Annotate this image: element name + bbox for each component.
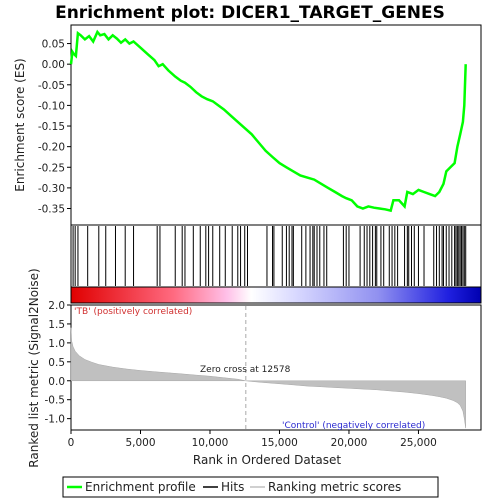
metric-y-tick-label: 1.5 [48, 319, 65, 331]
zero-cross-label: Zero cross at 12578 [200, 365, 291, 375]
x-tick-label: 5,000 [125, 437, 155, 449]
enrichment-profile-line [69, 29, 467, 213]
metric-axis-title: Ranked list metric (Signal2Noise) [27, 268, 41, 467]
x-tick-label: 10,000 [192, 437, 229, 449]
es-y-tick-label: 0.00 [42, 59, 65, 71]
metric-y-tick-label: 0.5 [48, 357, 65, 369]
positive-correlation-label: 'TB' (positively correlated) [74, 307, 192, 317]
metric-y-tick-label: -1.0 [45, 414, 66, 426]
hit-marks [72, 226, 467, 286]
es-axis-ticks: 0.05 0.00 -0.05 -0.10 -0.15 -0.20 -0.25 -0.30 -0… [38, 39, 71, 216]
es-y-tick-label: -0.05 [38, 80, 65, 92]
enrichment-score-panel: 0.05 0.00 -0.05 -0.10 -0.15 -0.20 -0.25 -0.30 -0… [13, 24, 482, 226]
hits-panel-frame [70, 224, 482, 288]
metric-y-tick-label: -0.5 [45, 395, 66, 407]
es-y-tick-label: -0.35 [38, 204, 65, 216]
metric-y-tick-label: 0.0 [48, 376, 65, 388]
es-y-tick-label: -0.15 [38, 121, 65, 133]
legend-label-hits: Hits [221, 480, 244, 494]
rank-gradient [70, 286, 482, 304]
es-axis-title: Enrichment score (ES) [13, 58, 27, 191]
hits-panel [70, 224, 482, 288]
es-y-tick-label: -0.20 [38, 142, 65, 154]
x-tick-label: 0 [68, 437, 75, 449]
es-y-tick-label: 0.05 [42, 39, 65, 51]
metric-axis-ticks: 2.0 1.5 1.0 0.5 0.0 -0.5 -1.0 [45, 300, 71, 426]
metric-y-tick-label: 1.0 [48, 338, 65, 350]
negative-correlation-label: 'Control' (negatively correlated) [282, 421, 425, 431]
legend: Enrichment profile Hits Ranking metric s… [62, 476, 439, 498]
x-axis-title: Rank in Ordered Dataset [193, 453, 341, 467]
x-tick-label: 20,000 [331, 437, 368, 449]
chart-title: Enrichment plot: DICER1_TARGET_GENES [55, 3, 445, 23]
es-panel-frame [70, 24, 482, 226]
legend-label-ranking-metric: Ranking metric scores [268, 480, 401, 494]
x-tick-label: 15,000 [261, 437, 298, 449]
x-tick-label: 25,000 [400, 437, 437, 449]
x-axis-ticks: 0 5,000 10,000 15,000 20,000 25,000 [68, 430, 437, 449]
es-y-tick-label: -0.10 [38, 100, 65, 112]
es-y-tick-label: -0.30 [38, 183, 65, 195]
es-y-tick-label: -0.25 [38, 162, 65, 174]
ranked-metric-panel: 2.0 1.5 1.0 0.5 0.0 -0.5 -1.0 'TB' (positively… [27, 268, 482, 468]
metric-y-tick-label: 2.0 [48, 300, 65, 312]
rank-color-bar [70, 286, 482, 304]
ranking-metric-area [70, 327, 466, 429]
metric-panel-frame [70, 304, 482, 431]
legend-label-enrichment-profile: Enrichment profile [85, 480, 196, 494]
